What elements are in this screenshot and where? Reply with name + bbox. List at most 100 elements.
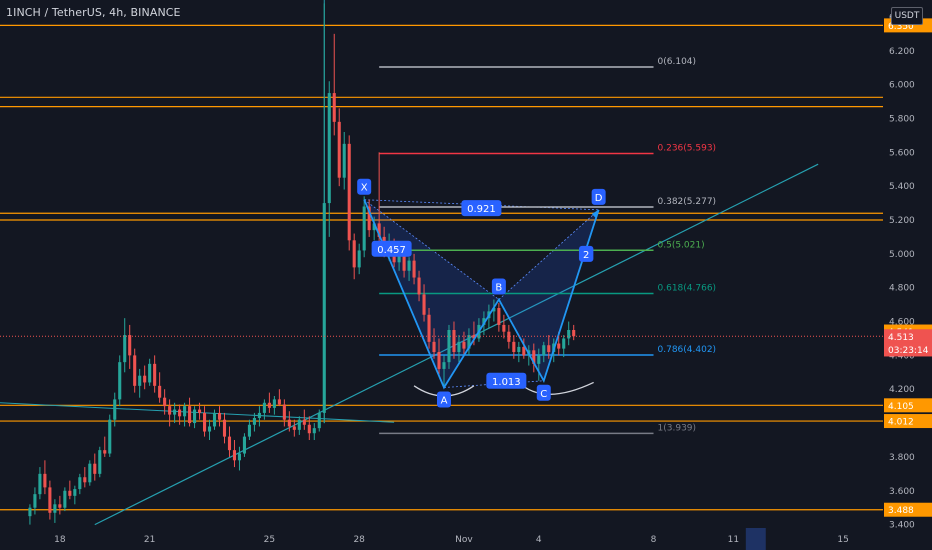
candle[interactable] [38, 467, 42, 500]
candle[interactable] [352, 233, 356, 280]
price-badge[interactable]: 4.105 [884, 398, 932, 413]
candle[interactable] [158, 372, 162, 403]
candle[interactable] [427, 308, 431, 349]
candle[interactable] [212, 409, 217, 430]
candle[interactable] [447, 324, 451, 369]
pattern-point-label-b[interactable]: B [491, 278, 506, 295]
pattern-ratio-label[interactable]: 0.921 [461, 200, 502, 217]
candle[interactable] [207, 419, 212, 440]
candle[interactable] [502, 314, 506, 339]
candle[interactable] [68, 480, 72, 500]
price-badge[interactable]: 3.488 [884, 502, 932, 517]
candle[interactable] [362, 196, 366, 258]
candle[interactable] [78, 473, 82, 495]
candle[interactable] [138, 368, 142, 398]
candle[interactable] [143, 365, 147, 390]
candle[interactable] [118, 355, 122, 407]
candle[interactable] [252, 412, 256, 432]
candle[interactable] [282, 399, 286, 427]
candle[interactable] [297, 416, 301, 435]
candle[interactable] [133, 348, 137, 393]
candle[interactable] [467, 328, 471, 356]
candle[interactable] [257, 406, 261, 427]
pattern-point-label-d[interactable]: D [591, 188, 606, 205]
candle[interactable] [372, 216, 376, 241]
candle[interactable] [292, 419, 296, 437]
pattern-point-label-a[interactable]: A [436, 391, 451, 408]
candle[interactable] [53, 499, 57, 523]
candle[interactable] [457, 335, 461, 363]
candle[interactable] [542, 341, 546, 363]
candle[interactable] [412, 253, 416, 285]
candle[interactable] [462, 331, 466, 356]
candle[interactable] [422, 284, 426, 322]
candle[interactable] [442, 355, 446, 388]
candle[interactable] [222, 412, 227, 444]
candle[interactable] [377, 152, 381, 244]
candle[interactable] [322, 3, 326, 424]
candle[interactable] [302, 409, 306, 430]
candle[interactable] [312, 423, 316, 440]
candle[interactable] [497, 302, 501, 332]
price-badge[interactable]: 4.012 [884, 414, 932, 429]
candle[interactable] [93, 453, 97, 481]
candle[interactable] [507, 324, 511, 349]
candle[interactable] [307, 416, 311, 440]
candle[interactable] [437, 338, 441, 376]
candle[interactable] [183, 402, 187, 427]
candle[interactable] [357, 243, 361, 275]
candle[interactable] [232, 440, 237, 468]
candle[interactable] [237, 446, 242, 471]
candle[interactable] [33, 487, 37, 515]
candle[interactable] [217, 406, 222, 427]
candle[interactable] [367, 199, 371, 237]
candle[interactable] [532, 343, 536, 373]
candle[interactable] [332, 33, 336, 136]
candle[interactable] [567, 321, 571, 346]
candle[interactable] [43, 460, 47, 495]
candle[interactable] [168, 399, 172, 427]
candle[interactable] [153, 355, 157, 393]
candle[interactable] [28, 504, 32, 525]
candle[interactable] [247, 419, 251, 440]
candle[interactable] [173, 402, 177, 424]
plot-area[interactable]: 0(6.104) 0.236(5.593) 0.382(5.277) 0.5(5.02… [0, 0, 883, 526]
pattern-point-label-x[interactable]: X [357, 178, 372, 195]
candle[interactable] [572, 324, 576, 341]
currency-badge[interactable]: USDT [891, 7, 923, 25]
pattern-ratio-label[interactable]: 2 [578, 245, 594, 262]
candle[interactable] [522, 338, 526, 359]
candle[interactable] [98, 446, 102, 478]
pattern-ratio-label[interactable]: 1.013 [486, 372, 527, 389]
candle[interactable] [327, 81, 331, 237]
harmonic-pattern-legs[interactable] [363, 199, 600, 390]
candle[interactable] [317, 409, 321, 432]
candle[interactable] [432, 328, 436, 359]
trend-line[interactable] [94, 163, 819, 526]
candle[interactable] [227, 426, 232, 457]
candle[interactable] [472, 321, 476, 346]
candle[interactable] [547, 335, 551, 359]
candle[interactable] [128, 324, 132, 369]
candle[interactable] [198, 402, 202, 420]
candle[interactable] [108, 414, 112, 457]
price-axis[interactable]: 6.4006.2006.0005.8005.6005.4005.2005.000… [883, 0, 932, 531]
candle[interactable] [148, 358, 152, 386]
candle[interactable] [63, 487, 67, 512]
candle[interactable] [537, 348, 541, 381]
candle[interactable] [562, 335, 566, 358]
candle[interactable] [73, 485, 77, 505]
time-axis[interactable]: 18 21 25 28 Nov 4 8 11 15 [0, 528, 932, 550]
candle[interactable] [517, 341, 521, 363]
candle[interactable] [277, 389, 281, 407]
candle[interactable] [113, 392, 117, 427]
candle[interactable] [342, 132, 346, 190]
candle[interactable] [88, 460, 92, 486]
candle[interactable] [417, 270, 421, 302]
candle[interactable] [178, 404, 182, 425]
candle[interactable] [512, 335, 516, 359]
candle[interactable] [123, 318, 127, 373]
candle[interactable] [242, 433, 246, 457]
pattern-ratio-label[interactable]: 0.457 [371, 240, 412, 257]
